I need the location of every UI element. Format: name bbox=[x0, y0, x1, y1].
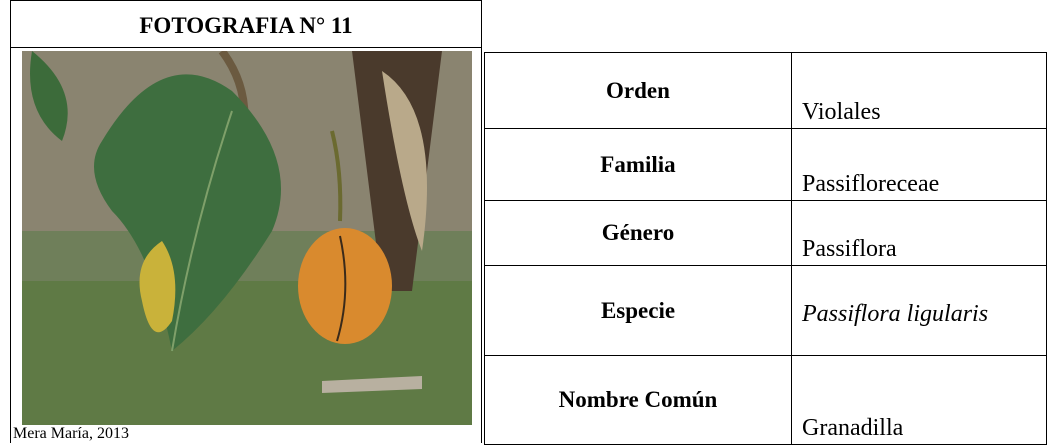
photo-caption: Mera María, 2013 bbox=[13, 425, 129, 442]
row-label: Nombre Común bbox=[484, 355, 792, 445]
photo-panel: FOTOGRAFIA N° 11 Mera María, 2013 bbox=[10, 0, 482, 443]
row-label: Género bbox=[484, 200, 792, 266]
taxonomy-table: Orden Violales Familia Passifloreceae Géne… bbox=[484, 52, 1047, 445]
row-label: Familia bbox=[484, 128, 792, 201]
row-label: Orden bbox=[484, 52, 792, 129]
row-value: Passifloreceae bbox=[791, 128, 1047, 201]
photo-title: FOTOGRAFIA N° 11 bbox=[11, 1, 481, 48]
row-value: Passiflora bbox=[791, 200, 1047, 266]
row-value: Violales bbox=[791, 52, 1047, 129]
row-value: Passiflora ligularis bbox=[791, 265, 1047, 356]
row-value: Granadilla bbox=[791, 355, 1047, 445]
photo bbox=[22, 51, 472, 425]
row-label: Especie bbox=[484, 265, 792, 356]
